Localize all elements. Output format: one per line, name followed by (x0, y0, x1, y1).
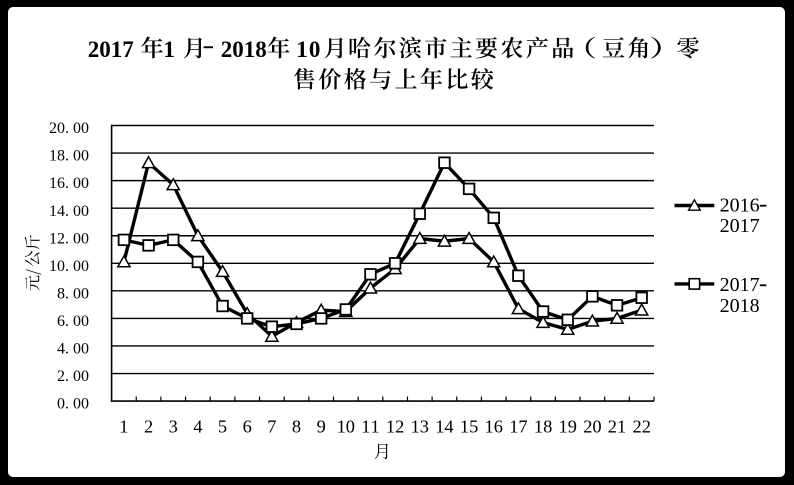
svg-text:1: 1 (119, 416, 128, 436)
svg-text:17: 17 (509, 416, 527, 436)
svg-text:2016: 2016 (720, 195, 760, 217)
svg-text:4.00: 4.00 (57, 341, 89, 358)
svg-text:19: 19 (559, 416, 577, 436)
svg-text:20: 20 (583, 416, 601, 436)
svg-text:2017: 2017 (720, 215, 760, 237)
svg-text:12: 12 (386, 416, 404, 436)
svg-text:22: 22 (633, 416, 651, 436)
svg-text:21: 21 (608, 416, 626, 436)
svg-text:18.00: 18.00 (49, 148, 89, 165)
svg-text:7: 7 (267, 416, 276, 436)
svg-text:2017: 2017 (720, 274, 760, 296)
svg-text:2: 2 (144, 416, 153, 436)
svg-text:10.00: 10.00 (49, 258, 89, 275)
svg-text:4: 4 (193, 416, 202, 436)
svg-text:15: 15 (460, 416, 478, 436)
svg-text:8: 8 (292, 416, 301, 436)
svg-text:14.00: 14.00 (49, 203, 89, 220)
svg-text:18: 18 (534, 416, 552, 436)
svg-text:6: 6 (243, 416, 252, 436)
svg-text:2018: 2018 (720, 295, 760, 317)
svg-text:9: 9 (317, 416, 326, 436)
svg-text:16: 16 (485, 416, 503, 436)
svg-text:13: 13 (411, 416, 429, 436)
svg-text:8.00: 8.00 (57, 285, 89, 302)
svg-text:20.00: 20.00 (49, 120, 89, 137)
svg-text:14: 14 (435, 416, 453, 436)
svg-text:12.00: 12.00 (49, 230, 89, 247)
svg-text:16.00: 16.00 (49, 175, 89, 192)
svg-text:3: 3 (169, 416, 178, 436)
svg-text:0.00: 0.00 (57, 396, 89, 413)
svg-text:5: 5 (218, 416, 227, 436)
svg-text:10: 10 (337, 416, 355, 436)
svg-text:6.00: 6.00 (57, 313, 89, 330)
svg-text:11: 11 (361, 416, 379, 436)
svg-text:2.00: 2.00 (57, 368, 89, 385)
